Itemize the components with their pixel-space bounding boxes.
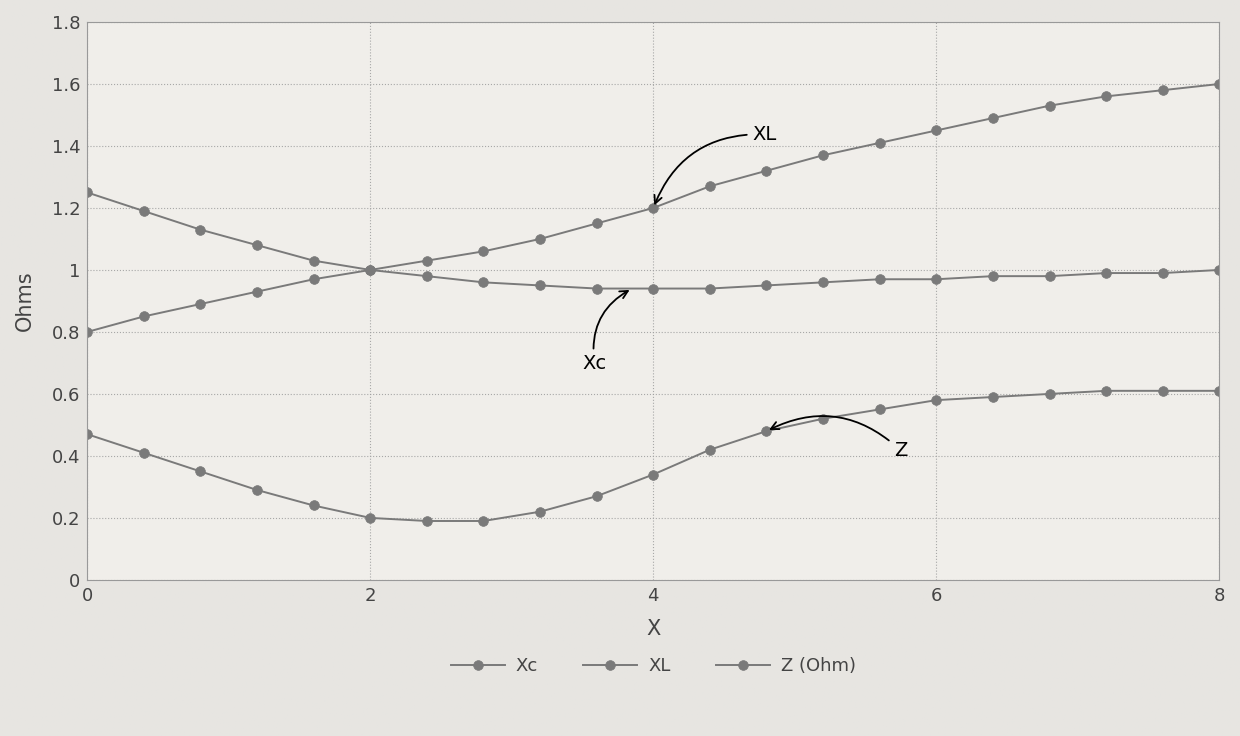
- XL: [533, 235, 548, 244]
- XL: [1042, 102, 1056, 110]
- XL: [872, 138, 887, 147]
- XL: [363, 266, 378, 275]
- Xc: [986, 272, 1001, 280]
- XL: [249, 287, 264, 296]
- XL: [702, 182, 717, 191]
- Z (Ohm): [646, 470, 661, 479]
- Xc: [759, 281, 774, 290]
- Xc: [249, 241, 264, 250]
- XL: [929, 126, 944, 135]
- XL: [646, 204, 661, 213]
- X-axis label: X: X: [646, 619, 661, 639]
- Line: XL: XL: [82, 79, 1224, 337]
- Xc: [476, 278, 491, 287]
- Z (Ohm): [306, 501, 321, 510]
- XL: [1099, 92, 1114, 101]
- XL: [1156, 86, 1171, 95]
- Line: Z (Ohm): Z (Ohm): [82, 386, 1224, 526]
- Xc: [589, 284, 604, 293]
- Z (Ohm): [249, 486, 264, 495]
- Xc: [363, 266, 378, 275]
- Z (Ohm): [1211, 386, 1226, 395]
- Xc: [929, 275, 944, 283]
- Legend: Xc, XL, Z (Ohm): Xc, XL, Z (Ohm): [444, 650, 863, 682]
- Xc: [816, 278, 831, 287]
- XL: [306, 275, 321, 283]
- Xc: [193, 225, 208, 234]
- Z (Ohm): [872, 405, 887, 414]
- Z (Ohm): [816, 414, 831, 423]
- Xc: [306, 256, 321, 265]
- Z (Ohm): [533, 507, 548, 516]
- Z (Ohm): [986, 392, 1001, 401]
- Z (Ohm): [136, 448, 151, 457]
- Xc: [79, 188, 94, 197]
- Xc: [1211, 266, 1226, 275]
- Z (Ohm): [476, 517, 491, 526]
- Z (Ohm): [1042, 389, 1056, 398]
- XL: [476, 247, 491, 256]
- Text: XL: XL: [655, 125, 776, 204]
- Xc: [872, 275, 887, 283]
- XL: [1211, 79, 1226, 88]
- Xc: [533, 281, 548, 290]
- Xc: [136, 207, 151, 216]
- XL: [136, 312, 151, 321]
- Z (Ohm): [759, 427, 774, 436]
- Xc: [419, 272, 434, 280]
- XL: [816, 151, 831, 160]
- Y-axis label: Ohms: Ohms: [15, 271, 35, 331]
- Xc: [1156, 269, 1171, 277]
- Z (Ohm): [419, 517, 434, 526]
- Z (Ohm): [1156, 386, 1171, 395]
- XL: [79, 328, 94, 336]
- Text: Z: Z: [771, 416, 908, 460]
- Z (Ohm): [589, 492, 604, 500]
- XL: [419, 256, 434, 265]
- Text: Xc: Xc: [583, 291, 627, 373]
- XL: [589, 219, 604, 228]
- Z (Ohm): [79, 430, 94, 439]
- XL: [193, 300, 208, 308]
- Z (Ohm): [702, 445, 717, 454]
- Xc: [702, 284, 717, 293]
- Xc: [1042, 272, 1056, 280]
- Z (Ohm): [929, 396, 944, 405]
- XL: [986, 113, 1001, 122]
- Z (Ohm): [1099, 386, 1114, 395]
- Xc: [1099, 269, 1114, 277]
- XL: [759, 166, 774, 175]
- Z (Ohm): [193, 467, 208, 475]
- Line: Xc: Xc: [82, 188, 1224, 294]
- Xc: [646, 284, 661, 293]
- Z (Ohm): [363, 514, 378, 523]
